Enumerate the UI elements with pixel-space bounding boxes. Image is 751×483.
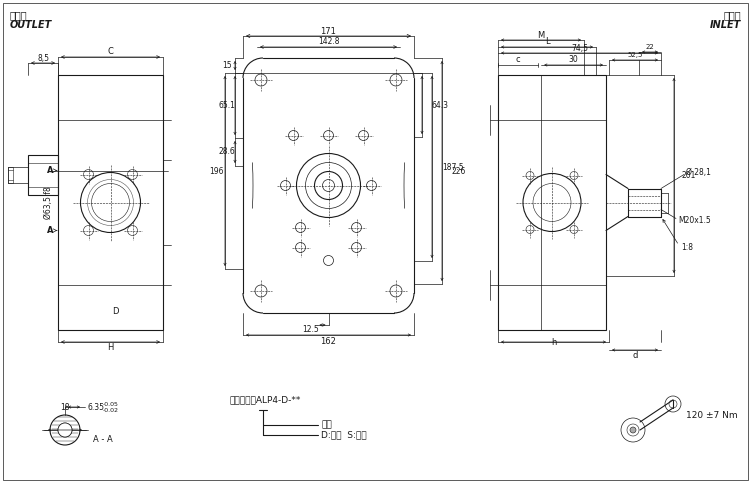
Text: 22: 22: [646, 44, 654, 50]
Text: 226: 226: [452, 167, 466, 175]
Text: L: L: [544, 38, 549, 46]
Text: 162: 162: [321, 337, 336, 345]
Text: -0.05: -0.05: [103, 401, 119, 407]
Bar: [8, 167, 13, 183]
Text: 196: 196: [209, 167, 223, 175]
Text: 订货编号：ALP4-D-**: 订货编号：ALP4-D-**: [230, 396, 301, 404]
Bar: [58, 75, 163, 330]
Text: 进油口: 进油口: [723, 10, 741, 20]
Circle shape: [58, 423, 72, 437]
Text: C: C: [107, 47, 113, 57]
Text: c: c: [516, 56, 520, 65]
Text: 30: 30: [569, 56, 578, 65]
Text: 15: 15: [222, 60, 232, 70]
Text: M20x1.5: M20x1.5: [678, 216, 710, 225]
Text: -0.02: -0.02: [103, 408, 119, 412]
Text: D:右转  S:左转: D:右转 S:左转: [321, 430, 366, 440]
Text: 1:8: 1:8: [681, 243, 693, 252]
Text: A - A: A - A: [93, 436, 113, 444]
Text: OUTLET: OUTLET: [10, 20, 53, 30]
Bar: [28, 155, 58, 195]
Circle shape: [630, 427, 636, 433]
Text: A: A: [47, 226, 53, 235]
Text: INLET: INLET: [710, 20, 741, 30]
Text: 规格: 规格: [321, 421, 332, 429]
Text: 出油口: 出油口: [10, 10, 28, 20]
Text: 65.1: 65.1: [219, 100, 235, 110]
Text: A: A: [47, 166, 53, 175]
Text: H: H: [107, 343, 113, 353]
Text: D: D: [112, 308, 119, 316]
Text: 52,5: 52,5: [627, 52, 643, 58]
Text: d: d: [632, 351, 638, 359]
Text: 64.3: 64.3: [432, 100, 449, 110]
Bar: [498, 75, 606, 330]
Text: Ø 28,1: Ø 28,1: [686, 168, 711, 177]
Text: 74,5: 74,5: [571, 43, 588, 53]
Text: 142.8: 142.8: [318, 38, 339, 46]
Text: 12.5: 12.5: [302, 326, 319, 335]
Text: M: M: [538, 30, 544, 40]
Text: 6.35: 6.35: [87, 402, 104, 412]
Text: 187.5: 187.5: [442, 164, 463, 172]
Text: Ø63,5 f8: Ø63,5 f8: [44, 186, 53, 219]
Text: 28.6: 28.6: [219, 147, 235, 156]
Text: 8,5: 8,5: [37, 54, 49, 62]
Text: 18: 18: [60, 403, 70, 412]
Text: h: h: [550, 338, 556, 347]
Text: 201: 201: [682, 170, 696, 180]
Text: 171: 171: [321, 27, 336, 35]
Text: 120 ±7 Nm: 120 ±7 Nm: [686, 411, 737, 420]
